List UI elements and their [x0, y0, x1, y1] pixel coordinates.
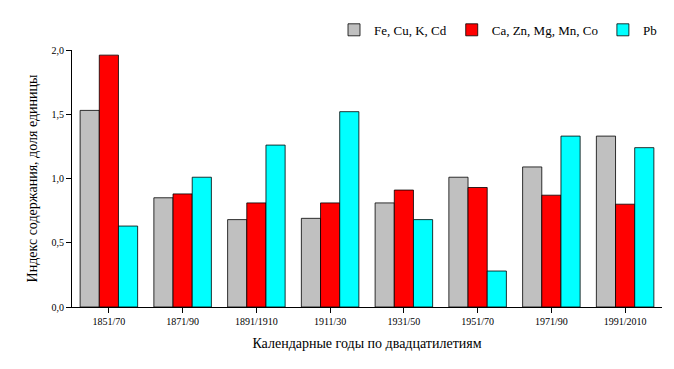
- svg-text:0,5: 0,5: [52, 237, 65, 248]
- svg-text:1891/1910: 1891/1910: [235, 316, 278, 327]
- svg-text:Pb: Pb: [643, 23, 657, 38]
- svg-text:1851/70: 1851/70: [92, 316, 125, 327]
- svg-text:Ca, Zn, Mg, Mn, Co: Ca, Zn, Mg, Mn, Co: [492, 23, 598, 38]
- svg-text:1871/90: 1871/90: [166, 316, 199, 327]
- svg-text:0,0: 0,0: [52, 302, 65, 313]
- svg-text:Индекс содержания, доля единиц: Индекс содержания, доля единицы: [25, 74, 40, 283]
- svg-text:Календарные годы по двадцатиле: Календарные годы по двадцатилетиям: [252, 336, 481, 351]
- svg-text:2,0: 2,0: [52, 45, 65, 56]
- svg-text:Fe, Cu, K, Cd: Fe, Cu, K, Cd: [374, 23, 447, 38]
- svg-text:1971/90: 1971/90: [535, 316, 568, 327]
- svg-text:1911/30: 1911/30: [314, 316, 346, 327]
- svg-text:1931/50: 1931/50: [387, 316, 420, 327]
- svg-text:1,0: 1,0: [52, 173, 65, 184]
- svg-text:1,5: 1,5: [52, 109, 65, 120]
- svg-text:1951/70: 1951/70: [461, 316, 494, 327]
- svg-text:1991/2010: 1991/2010: [604, 316, 647, 327]
